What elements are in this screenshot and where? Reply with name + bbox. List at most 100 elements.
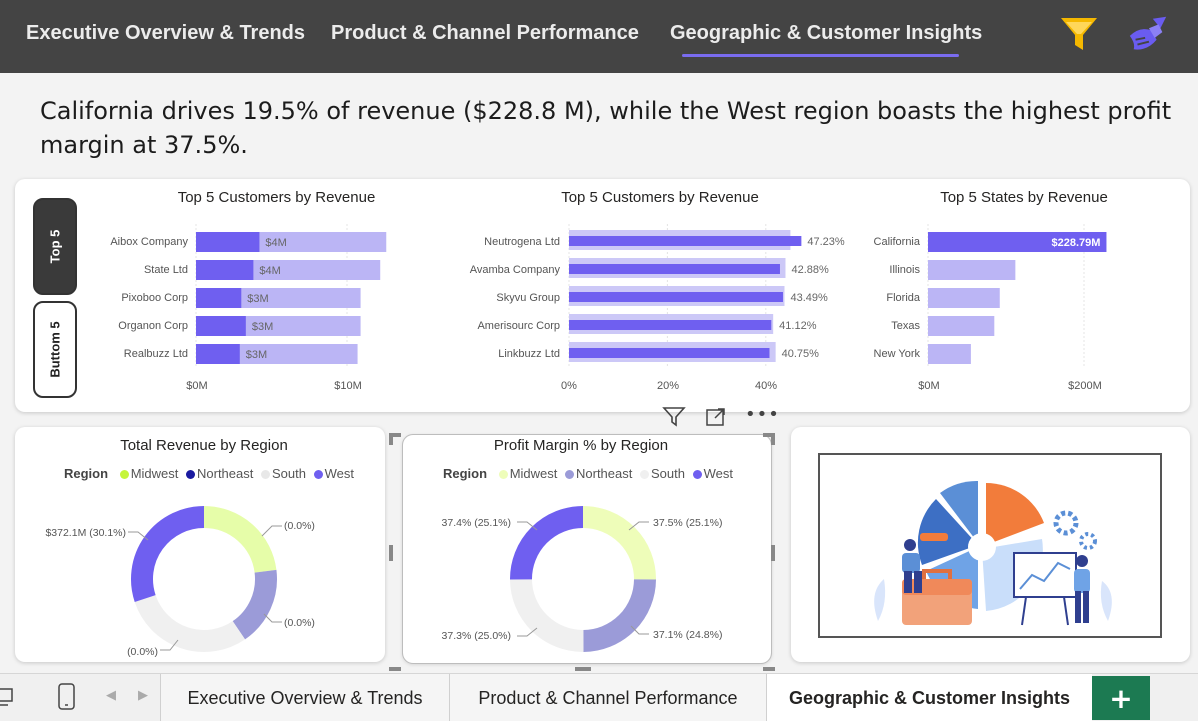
top-navigation: Executive Overview & Trends Product & Ch… — [0, 0, 1198, 73]
data-label: $3M — [246, 349, 267, 361]
chart-title-states-revenue: Top 5 States by Revenue — [940, 189, 1108, 206]
clear-filters-brush-icon[interactable] — [1126, 14, 1170, 54]
data-label-midwest: (0.0%) — [284, 520, 315, 532]
data-label: $4M — [265, 237, 286, 249]
legend-item: Midwest — [130, 466, 179, 481]
region-revenue-legend: Region Midwest Northeast South West — [64, 466, 354, 481]
bar-value — [928, 260, 1016, 280]
chart-region-revenue-donut: (0.0%) (0.0%) (0.0%) $372.1M (30.1%) — [45, 506, 315, 658]
legend-item: South — [651, 466, 685, 481]
chart-customers-margin: 47.23% 42.88% 43.49% 41.12% 40.75% Neutrogen… — [470, 224, 845, 392]
category-label: Skyvu Group — [496, 292, 560, 304]
legend-swatch — [119, 470, 129, 480]
legend-swatch — [186, 470, 195, 480]
category-label: Texas — [891, 320, 920, 332]
selection-handle[interactable] — [763, 667, 775, 671]
bar-value — [196, 344, 240, 364]
legend-swatch — [498, 470, 508, 480]
chart-title-customers-revenue: Top 5 Customers by Revenue — [177, 189, 376, 206]
legend-item: Northeast — [197, 466, 254, 481]
insight-headline: California drives 19.5% of revenue ($228… — [40, 97, 1172, 159]
category-label: Linkbuzz Ltd — [498, 348, 560, 360]
page-tab-geographic-customer[interactable]: Geographic & Customer Insights — [766, 674, 1092, 721]
legend-swatch — [565, 470, 574, 480]
nav-tab-geographic-customer[interactable]: Geographic & Customer Insights — [670, 22, 983, 44]
region-revenue-card — [15, 427, 385, 662]
next-page-icon[interactable]: ▶ — [138, 688, 148, 703]
selection-handle[interactable] — [389, 433, 393, 445]
category-label: Pixoboo Corp — [121, 292, 188, 304]
leader-line — [128, 531, 149, 541]
region-margin-legend: Region Midwest Northeast South West — [443, 466, 733, 481]
data-label-west: $372.1M (30.1%) — [45, 527, 126, 539]
x-tick-label: 20% — [657, 380, 679, 392]
chart-customers-revenue: $4M$4M$3M$3M$3M Aibox Company State Ltd … — [110, 224, 387, 392]
desktop-view-icon[interactable] — [0, 686, 16, 708]
nav-tab-executive-overview[interactable]: Executive Overview & Trends — [26, 22, 306, 44]
mobile-view-icon[interactable] — [56, 682, 78, 712]
bar-value — [196, 316, 246, 336]
legend-item: Northeast — [576, 466, 633, 481]
filter-icon[interactable] — [662, 406, 686, 428]
legend-title: Region — [443, 466, 488, 481]
leader-line — [263, 613, 282, 623]
focus-mode-icon[interactable] — [704, 406, 728, 428]
data-label-northeast: (0.0%) — [284, 617, 315, 629]
selection-handle[interactable] — [771, 433, 775, 445]
bar-value — [569, 236, 802, 246]
data-label: 41.12% — [779, 320, 817, 332]
category-label: New York — [874, 348, 921, 360]
top5-toggle-button[interactable]: Top 5 — [33, 198, 77, 295]
page-tab-executive-overview[interactable]: Executive Overview & Trends — [160, 674, 449, 721]
data-label-northeast: 37.1% (24.8%) — [653, 629, 722, 641]
bar-value — [928, 288, 1000, 308]
legend-item: South — [272, 466, 306, 481]
data-label-south: 37.3% (25.0%) — [442, 630, 511, 642]
bar-value — [196, 260, 254, 280]
x-tick-label: $0M — [186, 380, 207, 392]
selection-handle[interactable] — [389, 667, 401, 671]
donut-slice-west — [131, 506, 205, 602]
selection-handle[interactable] — [771, 545, 775, 561]
data-label: 47.23% — [807, 236, 845, 248]
data-label: 42.88% — [791, 264, 829, 276]
chart-title-region-margin: Profit Margin % by Region — [493, 437, 669, 454]
bottom5-toggle-button[interactable]: Buttom 5 — [33, 301, 77, 398]
selection-handle[interactable] — [389, 545, 393, 561]
selection-handle[interactable] — [763, 433, 775, 437]
prev-page-icon[interactable]: ◀ — [106, 688, 116, 703]
category-label: State Ltd — [144, 264, 188, 276]
chart-title-customers-margin: Top 5 Customers by Revenue — [561, 189, 759, 206]
bar-value — [928, 232, 1107, 252]
add-page-button[interactable]: + — [1092, 676, 1150, 720]
active-tab-underline — [682, 54, 959, 57]
legend-swatch — [261, 470, 270, 480]
chart-states-revenue: $228.79M California Illinois Florida Tex… — [874, 224, 1107, 392]
leader-line — [261, 525, 282, 537]
category-label: Avamba Company — [470, 264, 561, 276]
filter-icon[interactable] — [1057, 14, 1101, 54]
donut-slice-south — [134, 594, 246, 652]
more-options-icon[interactable]: ••• — [745, 404, 780, 425]
bar-value — [196, 232, 260, 252]
page-tab-product-channel[interactable]: Product & Channel Performance — [449, 674, 766, 721]
donut-slice-south — [510, 578, 584, 652]
donut-slice-northeast — [582, 578, 656, 652]
legend-title: Region — [64, 466, 109, 481]
category-label: Amerisourc Corp — [477, 320, 560, 332]
donut-slice-midwest — [582, 506, 656, 580]
legend-item: West — [703, 466, 733, 481]
leader-line — [628, 521, 649, 531]
data-label: 43.49% — [790, 292, 828, 304]
legend-item: West — [324, 466, 354, 481]
donut-slice-west — [510, 506, 584, 580]
nav-tab-product-channel[interactable]: Product & Channel Performance — [331, 22, 639, 44]
x-tick-label: 0% — [561, 380, 577, 392]
region-margin-card — [402, 434, 772, 664]
bar-value — [569, 292, 783, 302]
selection-handle[interactable] — [575, 667, 591, 671]
leader-line — [517, 521, 538, 531]
selection-handle[interactable] — [389, 433, 401, 437]
category-label: Illinois — [889, 264, 920, 276]
data-label: $228.79M — [1052, 237, 1101, 249]
